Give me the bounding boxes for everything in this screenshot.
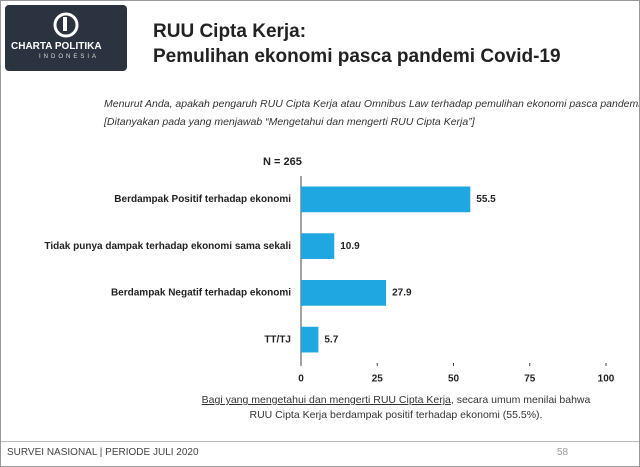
title: RUU Cipta Kerja:: [153, 21, 307, 42]
y-tick-label: TT/TJ: [264, 334, 291, 345]
chart: N = 265 0 25 50 75 100 Berdampak Positif terh…: [44, 156, 615, 385]
x-tick-label: 100: [598, 374, 615, 385]
question: Menurut Anda, apakah pengaruh RUU Cipta …: [104, 98, 640, 110]
y-tick-label: Berdampak Negatif terhadap ekonomi: [111, 288, 291, 299]
footnote-text: , secara umum menilai bahwa RUU Cipta Ke…: [249, 394, 591, 421]
bar: [301, 233, 335, 259]
x-tick-label: 0: [298, 374, 304, 385]
value-label: 27.9: [392, 288, 412, 299]
x-tick-label: 75: [524, 374, 536, 385]
question-note: [Ditanyakan pada yang menjawab “Mengetah…: [104, 116, 475, 128]
logo-icon: [53, 12, 79, 38]
footer-rule: [1, 441, 639, 442]
footnote-underlined: Bagi yang mengetahui dan mengerti RUU Ci…: [201, 394, 451, 406]
value-label: 55.5: [476, 194, 496, 205]
sample-note: N = 265: [263, 156, 302, 168]
footer-text: SURVEI NASIONAL | PERIODE JULI 2020: [7, 447, 199, 458]
bar: [301, 280, 387, 306]
logo-text: CHARTA POLITIKA: [11, 41, 102, 52]
bar: [301, 186, 471, 213]
title: Pemulihan ekonomi pasca pandemi Covid-19: [153, 46, 561, 67]
bar: [301, 326, 319, 353]
x-tick-label: 25: [372, 374, 384, 385]
logo-subtext: INDONESIA: [39, 54, 100, 60]
value-label: 5.7: [324, 334, 338, 345]
page-number: 58: [557, 447, 569, 458]
value-label: 10.9: [340, 241, 360, 252]
y-tick-label: Berdampak Positif terhadap ekonomi: [114, 194, 291, 205]
y-tick-label: Tidak punya dampak terhadap ekonomi sama…: [44, 241, 291, 252]
footnote: Bagi yang mengetahui dan mengerti RUU Ci…: [191, 393, 601, 423]
x-tick-label: 50: [448, 374, 460, 385]
logo-box: CHARTA POLITIKA INDONESIA: [5, 5, 127, 71]
